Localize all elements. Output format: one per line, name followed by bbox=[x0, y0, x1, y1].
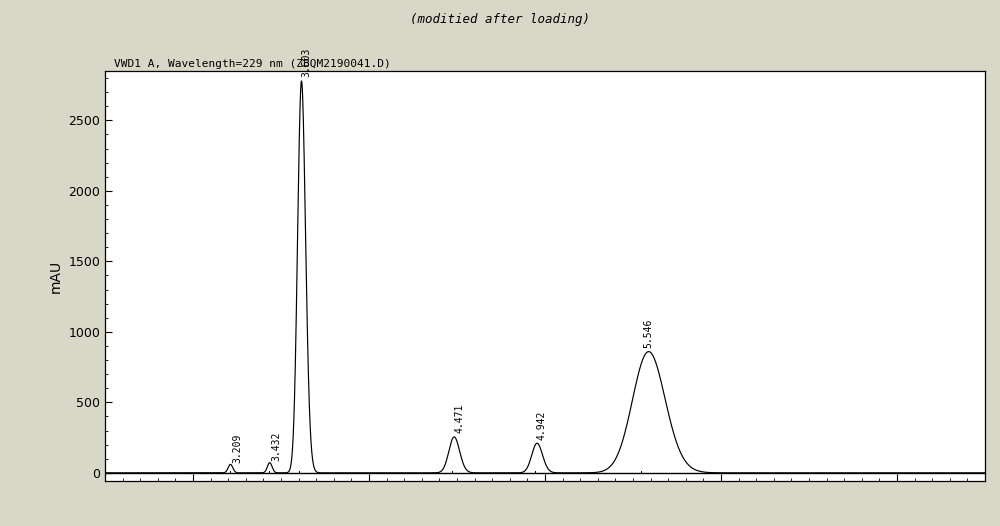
Text: 3.432: 3.432 bbox=[271, 432, 281, 461]
Text: 4.942: 4.942 bbox=[537, 410, 547, 440]
Text: (moditied after loading): (moditied after loading) bbox=[410, 13, 590, 26]
Text: 3.209: 3.209 bbox=[232, 433, 242, 463]
Y-axis label: mAU: mAU bbox=[49, 260, 63, 292]
Text: 4.471: 4.471 bbox=[454, 404, 464, 433]
Text: 5.546: 5.546 bbox=[643, 319, 653, 348]
Text: VWD1 A, Wavelength=229 nm (ZBQM2190041.D): VWD1 A, Wavelength=229 nm (ZBQM2190041.D… bbox=[114, 59, 391, 69]
Text: 3.603: 3.603 bbox=[301, 48, 311, 77]
